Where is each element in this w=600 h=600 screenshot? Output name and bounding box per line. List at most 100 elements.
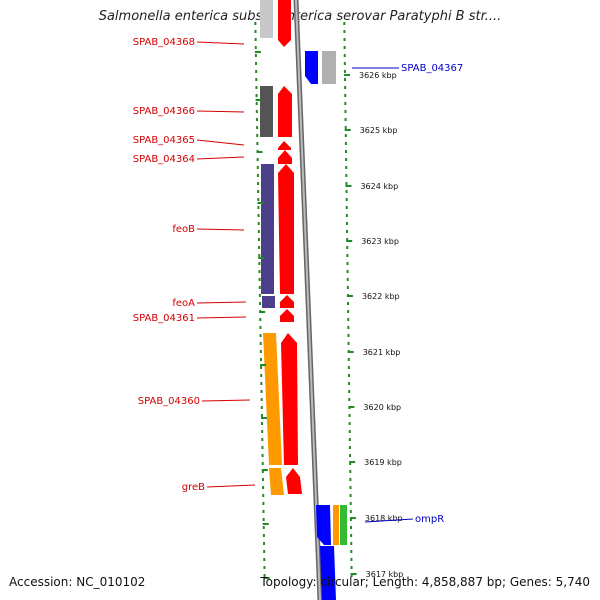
gene-arrow-spab-04368[interactable] [278, 0, 291, 47]
guide-dot [343, 22, 346, 25]
left-scale-tick [255, 99, 262, 101]
guide-dot [255, 118, 258, 121]
guide-dot [254, 30, 257, 33]
guide-dot [257, 230, 260, 233]
guide-dot [256, 142, 259, 145]
guide-dot [257, 190, 260, 193]
accession-text: Accession: NC_010102 [9, 575, 146, 589]
guide-dot [348, 390, 351, 393]
gene-label[interactable]: SPAB_04364 [133, 154, 195, 165]
cog-block-feoa[interactable] [262, 296, 275, 308]
cog-block-ompr-orange[interactable] [333, 505, 339, 545]
gene-arrow-spab-04360[interactable] [281, 333, 298, 465]
gene-label[interactable]: SPAB_04365 [133, 135, 195, 146]
guide-dot [255, 110, 258, 113]
gene-label[interactable]: SPAB_04367 [401, 63, 463, 74]
gene-label[interactable]: SPAB_04368 [133, 37, 195, 48]
guide-dot [257, 214, 260, 217]
cog-block-feob[interactable] [261, 164, 274, 294]
guide-dot [262, 510, 265, 513]
guide-dot [344, 86, 347, 89]
gene-label[interactable]: ompR [415, 514, 444, 525]
guide-dot [261, 422, 264, 425]
left-scale-tick [258, 257, 265, 259]
gene-arrow-envz[interactable] [320, 546, 336, 600]
guide-dot [256, 166, 259, 169]
guide-dot [344, 78, 347, 81]
guide-dot [345, 222, 348, 225]
guide-dot [261, 446, 264, 449]
gene-label[interactable]: SPAB_04360 [138, 396, 200, 407]
guide-dot [350, 542, 353, 545]
guide-dot [255, 86, 258, 89]
guide-dot [262, 486, 265, 489]
guide-dot [257, 182, 260, 185]
guide-dot [350, 550, 353, 553]
gene-leader-line [196, 156, 245, 160]
guide-dot [259, 358, 262, 361]
gene-arrow-feob[interactable] [278, 164, 294, 294]
gene-label[interactable]: feoB [172, 224, 195, 235]
scale-tick-label: 3622 kbp [362, 292, 400, 301]
guide-dot [257, 206, 260, 209]
genome-backbone-highlight [295, 0, 321, 600]
guide-dot [255, 78, 258, 81]
gene-leader-line [206, 484, 256, 488]
scale-tick-label: 3621 kbp [363, 348, 401, 357]
scale-tick-mark [345, 185, 352, 187]
scale-tick-mark [344, 74, 350, 76]
scale-tick-label: 3624 kbp [360, 182, 398, 191]
guide-dot [255, 102, 258, 105]
gene-arrow-spab-04364[interactable] [278, 150, 292, 164]
guide-dot [254, 54, 257, 57]
gene-arrow-ompr[interactable] [316, 505, 331, 545]
scale-tick-mark [347, 351, 354, 353]
gene-arrow-spab-04366[interactable] [278, 86, 292, 137]
gene-label[interactable]: feoA [172, 298, 195, 309]
gene-arrow-spab-04367[interactable] [305, 51, 318, 84]
cog-block-spab-04366[interactable] [260, 86, 273, 137]
guide-dot [260, 366, 263, 369]
guide-dot [261, 478, 264, 481]
guide-dot [346, 238, 349, 241]
guide-dot [343, 62, 346, 65]
guide-dot [347, 302, 350, 305]
guide-dot [345, 198, 348, 201]
guide-dot [347, 366, 350, 369]
reverse-genes [305, 51, 347, 600]
guide-dot [261, 462, 264, 465]
guide-dot [345, 182, 348, 185]
cog-block-spab-04360[interactable] [263, 333, 282, 465]
guide-dot [349, 486, 352, 489]
guide-dot [256, 126, 259, 129]
guide-dot [344, 126, 347, 129]
scale-ticks: 3626 kbp 3625 kbp 3624 kbp 3623 kbp 3622 kbp… [254, 51, 403, 579]
gene-arrow-greb[interactable] [286, 468, 302, 494]
left-scale-tick [259, 311, 266, 313]
guide-dot [347, 318, 350, 321]
guide-dot [349, 470, 352, 473]
gene-arrow-spab-04361[interactable] [280, 309, 294, 322]
guide-dot [259, 326, 262, 329]
cog-blocks [260, 0, 284, 495]
gene-arrow-spab-04365[interactable] [278, 141, 291, 150]
guide-dot [259, 342, 262, 345]
cog-block-ompr-green[interactable] [340, 505, 347, 545]
gene-arrow-feoa[interactable] [280, 295, 294, 308]
guide-dot [348, 382, 351, 385]
guide-dot [260, 390, 263, 393]
cog-block-spab-04367[interactable] [322, 51, 336, 84]
gene-label[interactable]: SPAB_04366 [133, 106, 195, 117]
guide-dot [262, 534, 265, 537]
guide-dot [346, 254, 349, 257]
left-scale-tick [254, 51, 261, 53]
gene-leader-line [196, 316, 247, 319]
gene-label[interactable]: greB [182, 482, 205, 493]
cog-block-spab-04368[interactable] [260, 0, 273, 38]
guide-dot [257, 222, 260, 225]
cog-block-greb[interactable] [269, 468, 284, 495]
gene-leader-line [196, 228, 245, 231]
gene-label[interactable]: SPAB_04361 [133, 313, 195, 324]
guide-dot [349, 494, 352, 497]
